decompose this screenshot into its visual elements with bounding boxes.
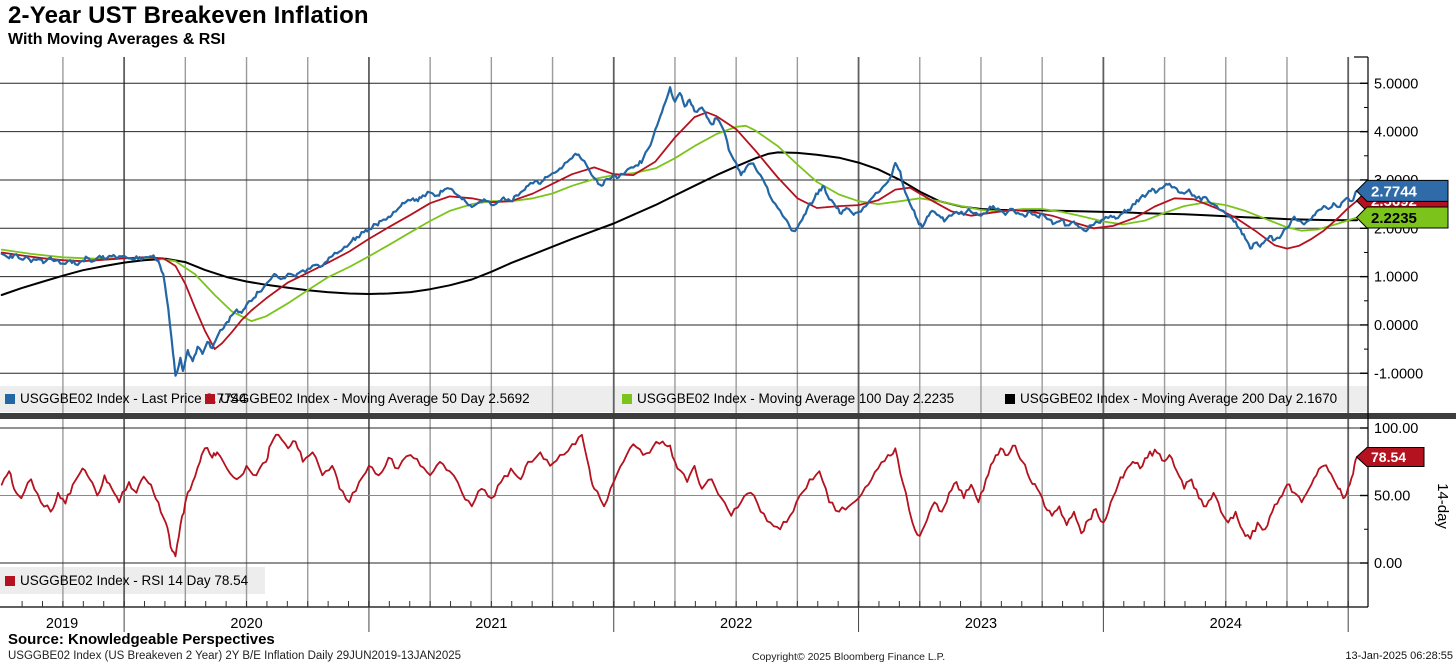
x-axis-year-label: 2024 [1210, 616, 1242, 632]
legend-swatch-icon [5, 576, 15, 586]
ma-line-100day [0, 124, 1358, 322]
legend-label: USGGBE02 Index - Moving Average 200 Day … [1020, 391, 1338, 406]
source-line: Source: Knowledgeable Perspectives [8, 631, 275, 648]
legend-swatch-icon [1005, 394, 1015, 404]
x-axis-year-label: 2020 [230, 616, 262, 632]
x-axis-year-label: 2023 [965, 616, 997, 632]
legend-label: USGGBE02 Index - Moving Average 100 Day … [637, 391, 955, 406]
y-axis-label: 1.0000 [1374, 270, 1418, 286]
rsi-side-label: 14-day [1434, 483, 1451, 529]
legend-label: USGGBE02 Index - Moving Average 50 Day 2… [220, 391, 530, 406]
security-info-line: USGGBE02 Index (US Breakeven 2 Year) 2Y … [8, 650, 462, 662]
rsi-tag [1355, 446, 1425, 467]
page-title: 2-Year UST Breakeven Inflation [8, 2, 369, 29]
price-tag-2.2235 [1355, 206, 1449, 229]
price-line [0, 86, 1359, 377]
main-chart-legend: USGGBE02 Index - Last Price 2.7744 USGGBE… [0, 388, 1368, 412]
legend-swatch-icon [205, 394, 215, 404]
timestamp: 13-Jan-2025 06:28:55 [1345, 650, 1453, 662]
page-subtitle: With Moving Averages & RSI [8, 31, 226, 48]
rsi-line [0, 433, 1358, 558]
main-legend-strip [0, 386, 1368, 412]
panel-separator [0, 413, 1456, 419]
rsi-axis-label: 100.00 [1374, 421, 1418, 437]
ma-line-50day [0, 111, 1358, 350]
legend-item-3: USGGBE02 Index - Moving Average 200 Day … [1005, 388, 1337, 410]
rsi-chart-legend: USGGBE02 Index - RSI 14 Day 78.54 [0, 570, 300, 594]
rsi-legend-strip [0, 567, 265, 594]
rsi-legend-item: USGGBE02 Index - RSI 14 Day 78.54 [5, 570, 248, 592]
x-axis-year-label: 2021 [475, 616, 507, 632]
y-axis-label: 5.0000 [1374, 76, 1418, 92]
price-tag-2.7744-text: 2.7744 [1371, 183, 1418, 200]
x-axis-year-label: 2019 [46, 616, 78, 632]
legend-item-2: USGGBE02 Index - Moving Average 100 Day … [622, 388, 954, 410]
legend-swatch-icon [5, 394, 15, 404]
price-tag-2.2235-text: 2.2235 [1371, 210, 1417, 227]
y-axis-label: -1.0000 [1374, 366, 1423, 382]
legend-item-1: USGGBE02 Index - Moving Average 50 Day 2… [205, 388, 530, 410]
y-axis-label: 4.0000 [1374, 125, 1418, 141]
legend-label: USGGBE02 Index - Last Price 2.7744 [20, 391, 247, 406]
legend-item-0: USGGBE02 Index - Last Price 2.7744 [5, 388, 247, 410]
x-axis-year-label: 2022 [720, 616, 752, 632]
legend-label: USGGBE02 Index - RSI 14 Day 78.54 [20, 573, 249, 588]
rsi-axis-label: 50.00 [1374, 489, 1410, 505]
rsi-tag-text: 78.54 [1371, 449, 1406, 465]
rsi-axis-label: 0.00 [1374, 556, 1402, 572]
price-tag-2.7744 [1355, 179, 1449, 202]
y-axis-label: 0.0000 [1374, 318, 1418, 334]
legend-swatch-icon [622, 394, 632, 404]
copyright-line: Copyright© 2025 Bloomberg Finance L.P. [752, 651, 946, 663]
ma-line-200day [0, 151, 1358, 296]
